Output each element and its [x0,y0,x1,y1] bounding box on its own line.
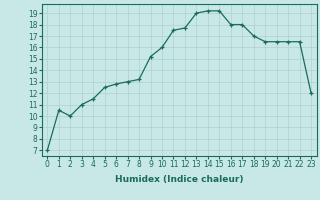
X-axis label: Humidex (Indice chaleur): Humidex (Indice chaleur) [115,175,244,184]
